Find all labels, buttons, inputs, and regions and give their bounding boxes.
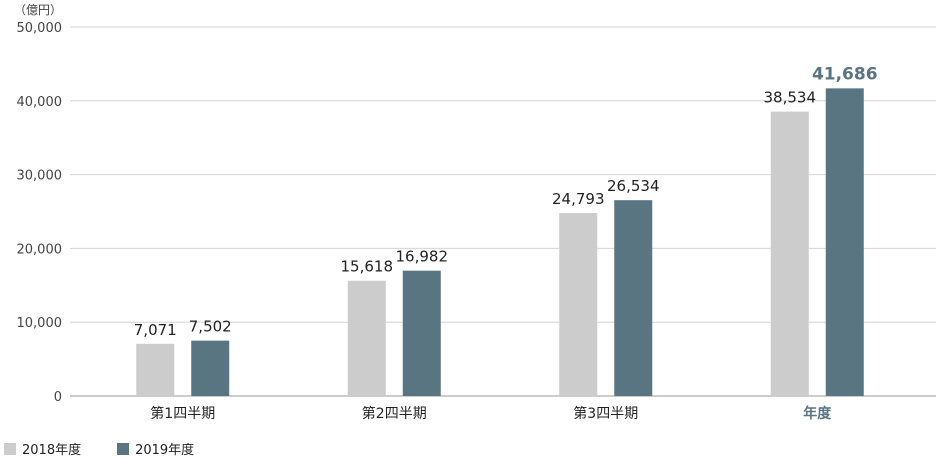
data-label: 38,534	[764, 89, 817, 107]
data-label: 24,793	[552, 190, 605, 208]
legend-swatch-2019	[117, 442, 130, 455]
x-category-label: 第1四半期	[150, 405, 215, 422]
bar-2018	[347, 280, 386, 396]
bar-2018	[770, 111, 809, 396]
y-tick-label: 10,000	[17, 316, 63, 331]
bar-2018	[136, 343, 175, 396]
y-tick-label: 30,000	[17, 169, 63, 184]
x-category-label: 第2四半期	[362, 405, 427, 422]
y-tick-label: 20,000	[17, 242, 63, 257]
legend-label-2019: 2019年度	[135, 443, 195, 458]
x-category-label: 年度	[803, 405, 832, 422]
y-tick-label: 40,000	[17, 95, 63, 110]
legend: 2018年度 2019年度	[4, 439, 194, 458]
y-tick-label: 0	[54, 390, 62, 405]
bar-2018	[559, 213, 598, 396]
legend-item-2018: 2018年度	[4, 439, 81, 458]
legend-swatch-2018	[4, 442, 16, 455]
data-label: 16,982	[396, 248, 449, 266]
bar-2019	[614, 200, 653, 396]
bar-2019	[825, 88, 864, 396]
bar-2019	[402, 270, 441, 396]
data-label: 41,686	[812, 64, 878, 84]
bar-chart: （億円） 0 10,000 20,000 30,000 40,000 50,000 7,07…	[14, 3, 936, 422]
y-axis-unit-label: （億円）	[14, 3, 62, 17]
legend-item-2019: 2019年度	[117, 439, 194, 458]
bar-2019	[191, 340, 230, 396]
y-tick-label: 50,000	[17, 21, 63, 36]
data-label: 15,618	[341, 258, 394, 276]
data-label: 7,502	[189, 318, 232, 336]
data-label: 7,071	[134, 321, 177, 339]
legend-label-2018: 2018年度	[22, 443, 82, 458]
x-category-label: 第3四半期	[573, 405, 638, 422]
data-label: 26,534	[607, 177, 660, 195]
